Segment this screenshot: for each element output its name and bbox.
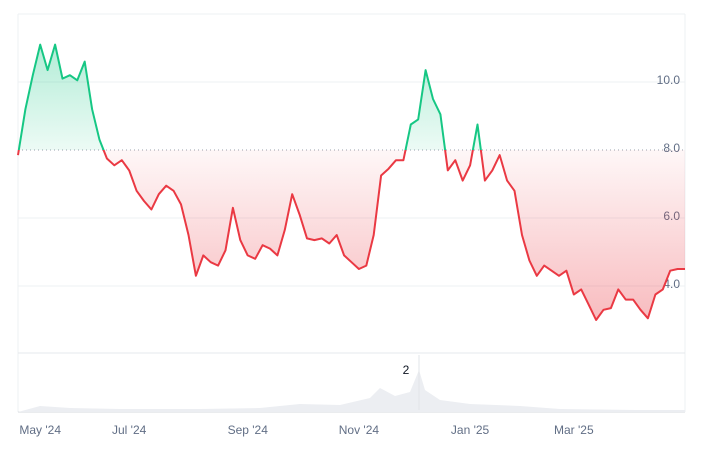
x-tick-label: Jul '24 [112, 423, 147, 437]
x-tick-label: Jan '25 [451, 423, 490, 437]
x-tick-label: May '24 [19, 423, 61, 437]
y-tick-label: 4.0 [663, 277, 680, 291]
volume-area [18, 370, 685, 412]
price-line [17, 43, 685, 321]
area [18, 44, 685, 320]
x-tick-label: Mar '25 [554, 423, 594, 437]
volume-label: 2 [403, 363, 410, 377]
y-tick-label: 10.0 [657, 73, 681, 87]
x-tick-label: Nov '24 [339, 423, 380, 437]
x-tick-label: Sep '24 [228, 423, 269, 437]
